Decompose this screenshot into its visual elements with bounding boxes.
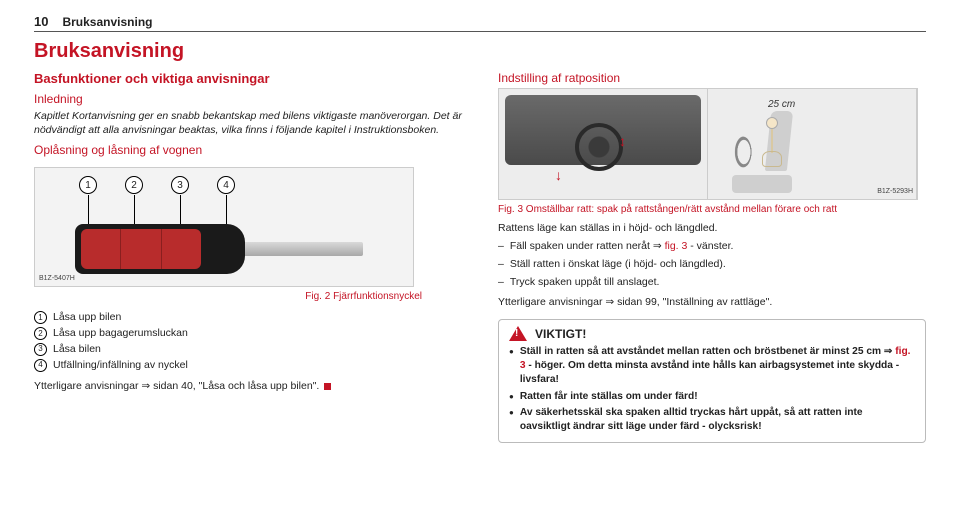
callout-1: 1	[79, 176, 97, 194]
legend-num-3: 3	[34, 343, 47, 356]
ratt-heading: Indstilling af ratposition	[498, 71, 926, 85]
distance-label: 25 cm	[768, 99, 795, 110]
intro-text: Kapitlet Kortanvisning ger en snabb beka…	[34, 109, 462, 137]
seat-icon	[726, 111, 804, 193]
figure-3-steering: ↓ ↕ 25 cm B1Z	[498, 88, 918, 200]
warning-item-2: Ratten får inte ställas om under färd!	[520, 390, 698, 404]
legend-text-4: Utfällning/infällning av nyckel	[53, 358, 188, 374]
key-buttons-icon	[81, 229, 201, 269]
steering-wheel-icon	[575, 123, 623, 171]
legend-text-2: Låsa upp bagagerumsluckan	[53, 326, 188, 342]
figure-3-caption: Fig. 3 Omställbar ratt: spak på rattstån…	[498, 204, 926, 215]
callout-4: 4	[217, 176, 235, 194]
end-marker-icon	[324, 383, 331, 390]
skeleton-icon	[754, 117, 788, 179]
step-1: Fäll spaken under ratten neråt ⇒ fig. 3 …	[510, 239, 734, 254]
callout-legend: 1 Låsa upp bilen 2 Låsa upp bagagerumsluck…	[34, 310, 462, 373]
side-wheel-icon	[735, 133, 752, 171]
figure-3-right-panel: 25 cm	[708, 89, 917, 199]
arrow-up-icon: ↕	[619, 133, 626, 149]
legend-text-1: Låsa upp bilen	[53, 310, 121, 326]
warning-title: VIKTIGT!	[535, 327, 586, 341]
left-more-info: Ytterligare anvisningar ⇒ sidan 40, "Lås…	[34, 379, 462, 393]
figure-2-ref: B1Z-5407H	[39, 275, 75, 282]
figure-3-left-panel: ↓ ↕	[499, 89, 708, 199]
page-header: 10 Bruksanvisning	[34, 14, 926, 32]
step-2: Ställ ratten i önskat läge (i höjd- och …	[510, 257, 726, 272]
figure-2-callouts: 1 2 3 4	[79, 176, 235, 194]
callout-3: 3	[171, 176, 189, 194]
manual-page: 10 Bruksanvisning Bruksanvisning Basfunk…	[0, 0, 960, 457]
warning-icon	[509, 326, 527, 341]
section-title: Bruksanvisning	[62, 15, 152, 29]
figure-2-keyfob: 1 2 3 4 B1Z-5407H	[34, 167, 414, 287]
figure-2-caption: Fig. 2 Fjärrfunktionsnyckel	[34, 291, 462, 302]
intro-label: Inledning	[34, 92, 462, 106]
legend-num-2: 2	[34, 327, 47, 340]
arrow-down-icon: ↓	[555, 167, 562, 183]
legend-text-3: Låsa bilen	[53, 342, 101, 358]
key-blade-icon	[243, 242, 363, 256]
right-more-info: Ytterligare anvisningar ⇒ sidan 99, "Ins…	[498, 295, 926, 309]
figure-3-ref: B1Z-5293H	[877, 188, 913, 195]
main-title: Bruksanvisning	[34, 40, 926, 63]
callout-2: 2	[125, 176, 143, 194]
warning-box: VIKTIGT! Ställ in ratten så att avstånde…	[498, 319, 926, 443]
left-column: Basfunktioner och viktiga anvisningar In…	[34, 71, 462, 443]
ratt-lead: Rattens läge kan ställas in i höjd- och …	[498, 221, 926, 235]
legend-num-1: 1	[34, 311, 47, 324]
page-number: 10	[34, 14, 48, 29]
ratt-steps: Fäll spaken under ratten neråt ⇒ fig. 3 …	[498, 239, 926, 289]
warning-item-1: Ställ in ratten så att avståndet mellan …	[520, 345, 915, 386]
warning-item-3: Av säkerhetsskäl ska spaken alltid tryck…	[520, 406, 915, 434]
subtitle: Basfunktioner och viktiga anvisningar	[34, 71, 462, 86]
right-column: Indstilling af ratposition ↓ ↕	[498, 71, 926, 443]
unlock-label: Oplåsning og låsning af vognen	[34, 143, 462, 157]
legend-num-4: 4	[34, 359, 47, 372]
step-3: Tryck spaken uppåt till anslaget.	[510, 275, 660, 290]
